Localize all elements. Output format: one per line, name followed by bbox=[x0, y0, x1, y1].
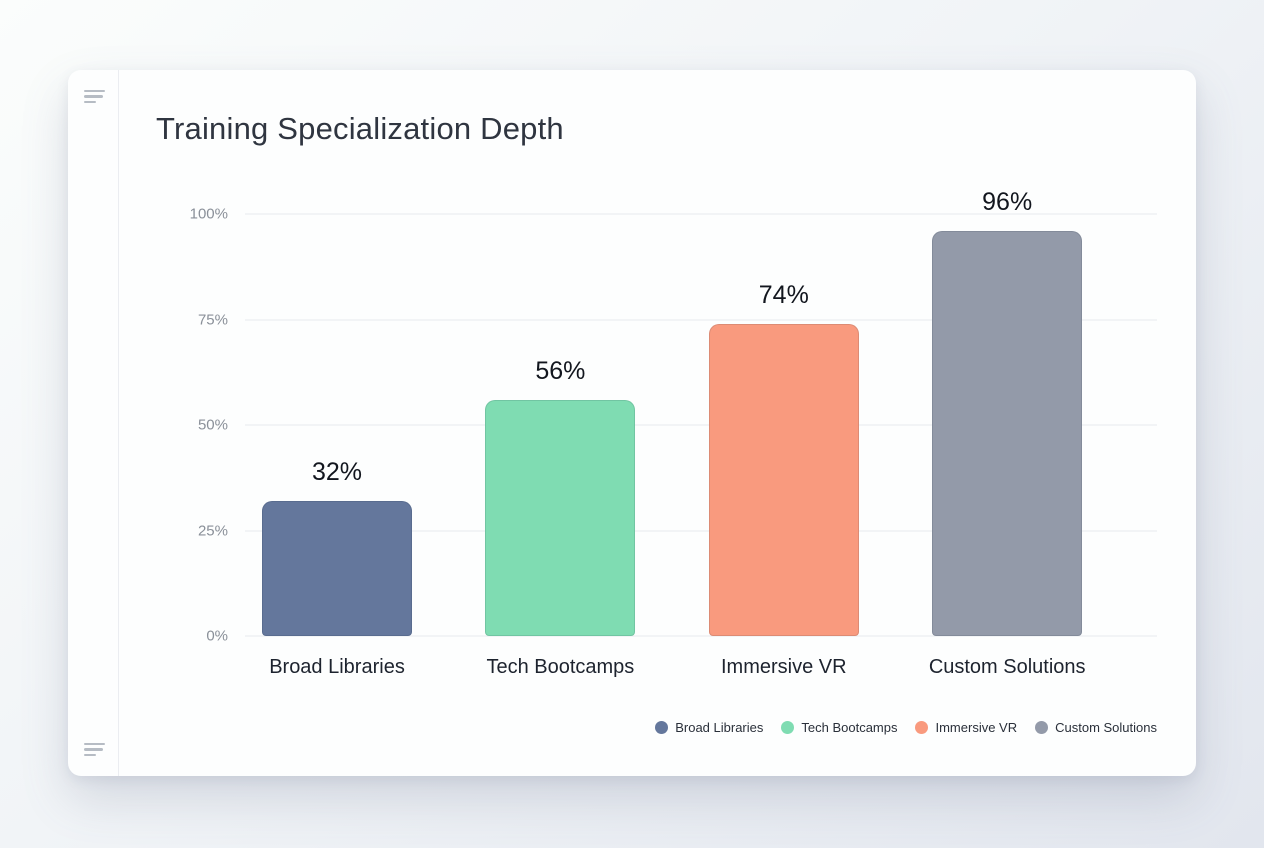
chart-legend: Broad Libraries Tech Bootcamps Immersive V… bbox=[655, 720, 1157, 735]
bar-broad-libraries[interactable] bbox=[262, 501, 412, 636]
card-side-rail bbox=[68, 70, 119, 776]
legend-label: Broad Libraries bbox=[675, 720, 764, 735]
bar-tech-bootcamps[interactable] bbox=[485, 400, 636, 636]
value-label: 96% bbox=[982, 188, 1033, 216]
legend-label: Custom Solutions bbox=[1055, 720, 1157, 735]
y-tick-label: 50% bbox=[197, 416, 228, 434]
chart-card: Training Specialization Depth 0% 25% 50% 75… bbox=[68, 70, 1196, 776]
x-category-label: Broad Libraries bbox=[269, 656, 405, 678]
grid-line bbox=[245, 213, 1157, 215]
legend-label: Immersive VR bbox=[935, 720, 1018, 735]
legend-item[interactable]: Custom Solutions bbox=[1035, 720, 1157, 735]
y-tick-label: 100% bbox=[189, 205, 228, 223]
grid-line bbox=[245, 319, 1157, 320]
value-label: 32% bbox=[311, 458, 363, 486]
menu-lines-icon[interactable] bbox=[84, 743, 106, 757]
value-label: 56% bbox=[535, 357, 586, 385]
legend-swatch-icon bbox=[915, 721, 929, 734]
legend-swatch-icon bbox=[781, 721, 795, 734]
bar-custom-solutions[interactable] bbox=[932, 231, 1083, 636]
legend-label: Tech Bootcamps bbox=[801, 720, 898, 735]
y-tick-label: 75% bbox=[197, 311, 228, 328]
legend-item[interactable]: Immersive VR bbox=[915, 720, 1017, 735]
chart-title: Training Specialization Depth bbox=[156, 111, 564, 146]
x-category-label: Immersive VR bbox=[721, 656, 847, 678]
legend-swatch-icon bbox=[1035, 721, 1049, 734]
value-label: 74% bbox=[758, 281, 809, 309]
menu-lines-icon[interactable] bbox=[84, 90, 106, 104]
x-category-label: Tech Bootcamps bbox=[486, 656, 635, 678]
plot-area: 0% 25% 50% 75% 100% 32% Broad Libraries 56% Tech… bbox=[190, 188, 1157, 678]
legend-item[interactable]: Broad Libraries bbox=[655, 720, 763, 735]
x-category-label: Custom Solutions bbox=[928, 656, 1086, 678]
y-tick-label: 0% bbox=[206, 627, 228, 645]
grid-line bbox=[245, 424, 1157, 426]
legend-swatch-icon bbox=[655, 721, 669, 734]
y-tick-label: 25% bbox=[197, 522, 228, 539]
grid-line bbox=[245, 530, 1157, 531]
grid-line bbox=[245, 635, 1157, 637]
legend-item[interactable]: Tech Bootcamps bbox=[781, 720, 897, 735]
bar-immersive-vr[interactable] bbox=[708, 324, 859, 636]
